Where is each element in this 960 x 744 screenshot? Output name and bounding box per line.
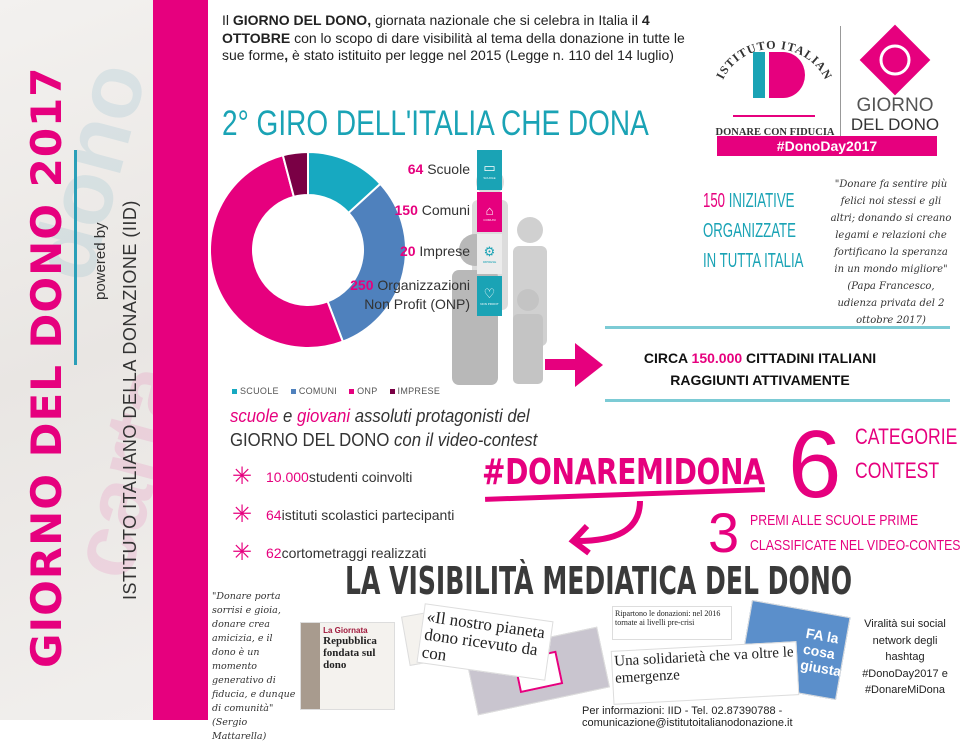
press-clipping: La Giornata Repubblica fondata sul dono xyxy=(300,622,395,710)
quote-papa: "Donare fa sentire più felici noi stessi… xyxy=(830,179,952,326)
institute-name: ISTITUTO ITALIANO DELLA DONAZIONE (IID) xyxy=(120,200,140,600)
contest-hashtag: #DONAREMIDONA xyxy=(482,452,765,493)
press-clipping: Una solidarietà che va oltre le emergenz… xyxy=(610,641,800,705)
gears-icon: ⚙ IMPRESE xyxy=(477,234,502,274)
legend-item: COMUNI xyxy=(290,386,338,396)
footer-contact: Per informazioni: IID - Tel. 02.87390788… xyxy=(582,705,793,729)
legend-label: ONP xyxy=(357,386,378,396)
press-clipping: Ripartono le donazioni: nel 2016 tornate… xyxy=(612,606,732,640)
category-icons: ▭ SCUOLE ⌂ COMUNI ⚙ IMPRESE ♡ NON PROFIT xyxy=(477,150,502,318)
legend-swatch xyxy=(232,389,237,395)
press-clipping: «Il nostro pianeta dono ricevuto da con xyxy=(416,603,554,681)
stat-imprese: 20 Imprese xyxy=(399,243,470,259)
building-icon: ⌂ COMUNI xyxy=(477,192,502,232)
legend-item: IMPRESE xyxy=(389,386,441,396)
arrow-right-icon xyxy=(545,343,603,387)
legend-label: IMPRESE xyxy=(397,386,441,396)
divider xyxy=(74,150,77,365)
legend-item: ONP xyxy=(349,386,377,396)
stat-onp: 250 Organizzazioni Non Profit (ONP) xyxy=(350,277,470,312)
divider xyxy=(605,399,950,402)
iniziative-text: 150 INIZIATIVE ORGANIZZATE IN TUTTA ITALIA xyxy=(703,190,804,272)
intro-text: Il GIORNO DEL DONO, giornata nazionale c… xyxy=(222,12,685,63)
asterisk-icon: ✳ xyxy=(232,501,253,528)
donut-slice-comuni xyxy=(326,182,407,343)
video-contest-heading: scuole e giovani assoluti protagonisti d… xyxy=(230,406,538,450)
social-virality-text: Viralità sui social network degli hashta… xyxy=(862,618,948,696)
legend-swatch xyxy=(389,389,395,395)
legend-swatch xyxy=(349,389,355,395)
svg-text:DONARE CON FIDUCIA: DONARE CON FIDUCIA xyxy=(715,127,834,138)
prizes-label: PREMI ALLE SCUOLE PRIME CLASSIFICATE NEL … xyxy=(750,512,960,554)
book-icon: ▭ SCUOLE xyxy=(477,150,502,190)
donut-chart xyxy=(209,150,407,349)
svg-text:DEL DONO: DEL DONO xyxy=(851,115,939,134)
list-item: ✳ 64 istituti scolastici partecipanti xyxy=(232,501,455,528)
cittadini-text: CIRCA 150.000 CITTADINI ITALIANI RAGGIUNT… xyxy=(643,350,877,388)
categories-count: 6 xyxy=(788,411,842,518)
donut-slice-onp xyxy=(209,154,345,349)
quote-mattarella: "Donare porta sorrisi e gioia, donare cr… xyxy=(212,591,296,742)
section-title: 2° GIRO DELL'ITALIA CHE DONA xyxy=(222,104,649,143)
legend-label: COMUNI xyxy=(298,386,338,396)
curved-arrow-icon xyxy=(568,500,643,556)
asterisk-icon: ✳ xyxy=(232,539,253,566)
pink-band xyxy=(153,0,208,720)
stat-comuni: 150 Comuni xyxy=(394,202,471,218)
asterisk-icon: ✳ xyxy=(232,463,253,490)
svg-text:GIORNO: GIORNO xyxy=(856,95,933,116)
powered-by: powered by xyxy=(92,222,109,300)
divider xyxy=(605,326,950,329)
categories-label: CATEGORIE CONTEST xyxy=(855,424,958,483)
list-item: ✳ 62 cortometraggi realizzati xyxy=(232,539,427,566)
logo: ISTITUTO ITALIANO DONAZIONE DONARE CON F… xyxy=(700,0,950,158)
sidebar-title: GIORNO DEL DONO 2017 xyxy=(22,66,71,669)
heart-icon: ♡ NON PROFIT xyxy=(477,276,502,316)
list-item: ✳ 10.000 studenti coinvolti xyxy=(232,463,413,490)
legend-label: SCUOLE xyxy=(240,386,279,396)
svg-text:#DonoDay2017: #DonoDay2017 xyxy=(777,138,878,154)
prizes-count: 3 xyxy=(708,501,740,564)
media-heading: LA VISIBILITÀ MEDIATICA DEL DONO xyxy=(345,559,853,603)
stat-scuole: 64 Scuole xyxy=(407,161,470,177)
donut-slice-imprese xyxy=(281,150,309,199)
legend-swatch xyxy=(290,389,296,395)
chart-legend: SCUOLE COMUNI ONP IMPRESE xyxy=(232,386,452,396)
legend-item: SCUOLE xyxy=(232,386,279,396)
